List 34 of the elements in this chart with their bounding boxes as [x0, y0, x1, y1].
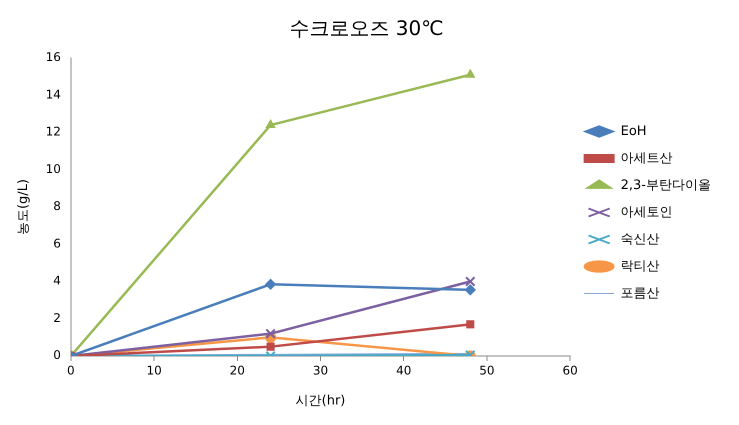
x-tick-label: 30 — [312, 363, 328, 378]
point — [465, 69, 476, 78]
x-tick-label: 0 — [67, 363, 75, 378]
legend-label: 숙신산 — [620, 232, 660, 247]
y-tick-label: 2 — [53, 310, 61, 325]
point — [464, 284, 476, 296]
y-tick-label: 12 — [46, 124, 61, 139]
legend-label: 포름산 — [620, 286, 660, 301]
legend-label: 락티산 — [620, 258, 660, 274]
x-tick-label: 10 — [146, 363, 162, 378]
legend-label: 아세트산 — [620, 150, 673, 166]
legend-label: 아세토인 — [620, 204, 673, 220]
y-tick-label: 10 — [46, 162, 61, 176]
y-tick-label: 16 — [46, 50, 61, 64]
point — [265, 278, 276, 290]
y-tick-label: 6 — [53, 236, 61, 250]
x-tick-label: 40 — [396, 363, 412, 378]
y-tick-label: 14 — [46, 87, 61, 102]
x-tick-label: 50 — [479, 363, 495, 378]
point — [266, 120, 276, 128]
point — [266, 342, 275, 351]
x-axis-title: 시간(hr) — [296, 394, 346, 409]
y-tick-label: 8 — [53, 199, 61, 214]
y-axis-title: 농도(g/L) — [16, 178, 32, 236]
x-tick-label: 60 — [562, 363, 578, 378]
point — [466, 320, 474, 328]
legend-label: 2,3-부탄다이올 — [620, 178, 712, 193]
point — [465, 276, 476, 287]
chart-title: 수크로오즈 30℃ — [289, 16, 444, 40]
point — [265, 328, 276, 339]
y-tick-label: 0 — [53, 348, 61, 362]
y-tick-label: 4 — [53, 274, 61, 288]
legend-label: EoH — [620, 124, 647, 139]
x-tick-label: 20 — [230, 363, 245, 378]
